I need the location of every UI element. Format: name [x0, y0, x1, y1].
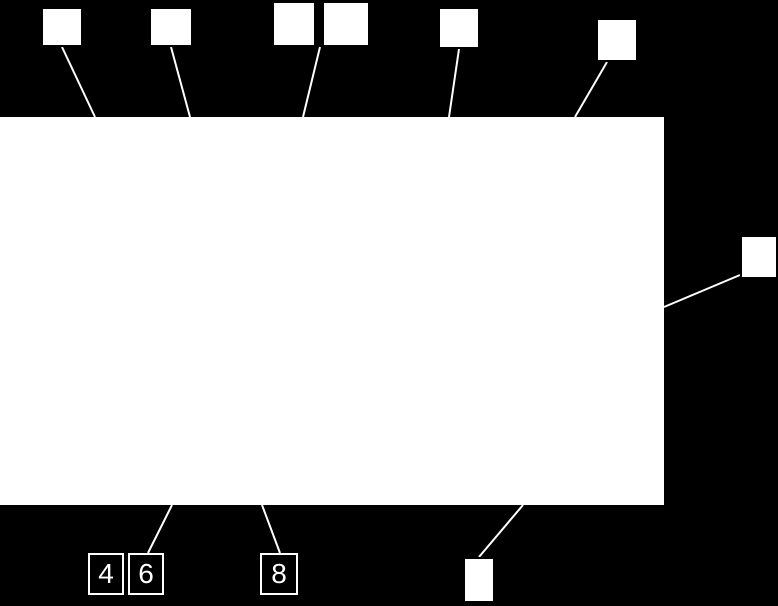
- connector-9: [479, 505, 523, 557]
- bottom-box-3-label: 8: [271, 558, 287, 590]
- connector-6: [664, 275, 740, 307]
- main-rectangle: [0, 117, 664, 505]
- bottom-box-4: [463, 557, 495, 603]
- top-box-1: [41, 7, 83, 47]
- connector-3: [303, 47, 320, 117]
- bottom-box-2-label: 6: [138, 558, 154, 590]
- top-box-4: [322, 1, 370, 47]
- bottom-box-1: 4: [88, 553, 124, 595]
- connector-7: [148, 505, 172, 553]
- bottom-box-2: 6: [128, 553, 164, 595]
- bottom-box-3: 8: [260, 553, 298, 595]
- right-box: [740, 235, 778, 279]
- bottom-box-1-label: 4: [98, 558, 114, 590]
- top-box-5: [438, 7, 480, 49]
- connector-2: [171, 47, 190, 117]
- connector-8: [262, 505, 280, 553]
- connector-4: [449, 49, 459, 117]
- top-box-3: [272, 1, 316, 47]
- connector-5: [575, 62, 607, 117]
- top-box-2: [149, 7, 193, 47]
- top-box-6: [596, 18, 638, 62]
- connector-1: [62, 47, 95, 117]
